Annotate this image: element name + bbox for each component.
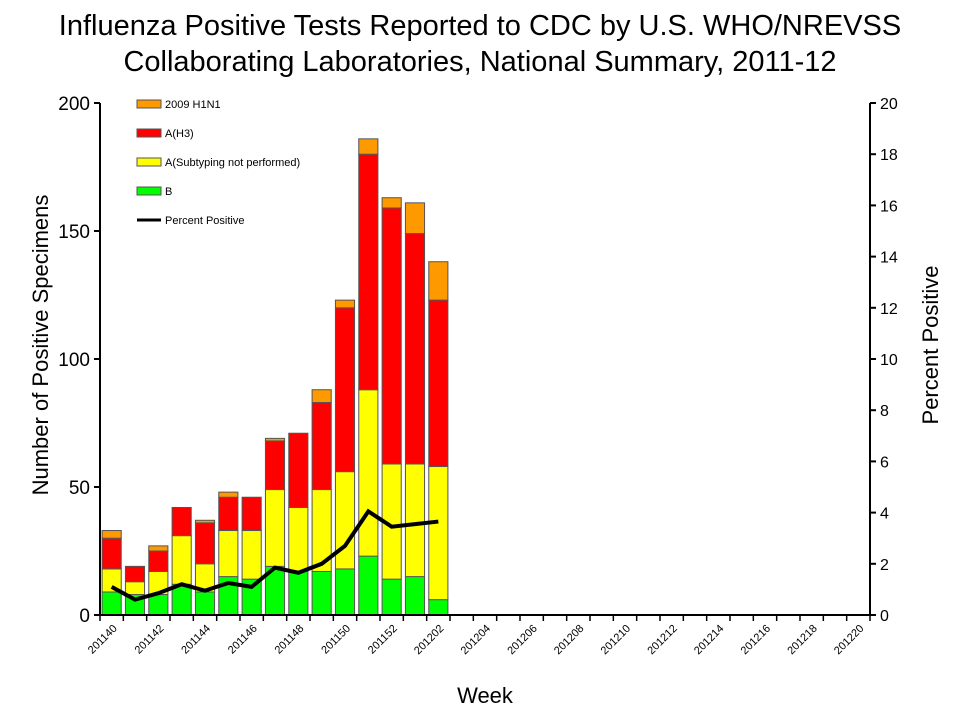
legend-swatch: [136, 99, 162, 109]
bar-segment: [171, 506, 192, 537]
y-tick-label: 100: [58, 350, 90, 371]
chart-title-line2: Collaborating Laboratories, National Sum…: [123, 46, 837, 78]
bar-segment: [171, 535, 192, 585]
bar-segment: [358, 138, 379, 155]
bar-segment: [404, 202, 426, 235]
x-tick-label: 201146: [226, 623, 260, 657]
x-tick-label: 201140: [86, 623, 120, 657]
bar-segment: [358, 555, 379, 616]
legend-swatch: [136, 128, 162, 138]
bar-segment: [288, 570, 309, 616]
y-tick-label: 150: [58, 222, 90, 243]
legend-label: B: [165, 186, 172, 198]
x-tick-label: 201218: [785, 623, 819, 657]
y2-tick-label: 0: [880, 608, 889, 625]
percent-positive-line: [110, 508, 439, 602]
x-tick-label: 201216: [739, 623, 773, 657]
bar-segment: [404, 576, 426, 616]
bar-segment: [428, 466, 449, 601]
bar-segment: [194, 591, 216, 616]
bar-segment: [101, 591, 122, 616]
bar-segment: [334, 471, 356, 570]
x-tick-label: 201220: [832, 623, 866, 657]
bar-segment: [428, 261, 449, 301]
bar-segment: [194, 522, 216, 565]
x-tick-label: 201208: [552, 623, 586, 657]
legend-label: A(Subtyping not performed): [165, 157, 300, 169]
bar-segment: [334, 299, 356, 309]
bar-segment: [264, 489, 286, 567]
bar-segment: [288, 506, 309, 572]
x-tick-label: 201206: [505, 623, 539, 657]
x-tick-label: 201152: [366, 623, 400, 657]
y2-tick-label: 10: [880, 352, 898, 369]
bar-segment: [148, 545, 169, 552]
legend-label: Percent Positive: [165, 215, 244, 227]
bar-segment: [218, 491, 239, 498]
x-axis-label: Week: [457, 683, 514, 708]
y-axis-label: Number of Positive Specimens: [28, 195, 53, 496]
legend-swatch: [136, 186, 162, 196]
x-tick-label: 201148: [273, 623, 307, 657]
y2-axis-label: Percent Positive: [918, 266, 943, 425]
bar-segment: [264, 440, 286, 491]
x-tick-label: 201204: [459, 623, 493, 657]
bar-segment: [381, 197, 402, 209]
y-tick-label: 50: [69, 478, 90, 499]
bar-segment: [428, 599, 449, 616]
bar-segment: [241, 530, 262, 580]
x-tick-label: 201212: [645, 623, 679, 657]
bar-segment: [194, 519, 216, 524]
bar-segment: [404, 233, 426, 465]
bar-segment: [311, 389, 332, 404]
y2-tick-label: 8: [880, 403, 889, 420]
bar-segment: [334, 568, 356, 616]
y2-tick-label: 14: [880, 250, 898, 267]
bar-segment: [101, 530, 122, 539]
legend-swatch: [136, 157, 162, 167]
y2-tick-label: 20: [880, 96, 898, 113]
bar-segment: [311, 570, 332, 616]
y-tick-label: 200: [58, 94, 90, 115]
bar-segment: [264, 437, 286, 442]
bar-segment: [381, 207, 402, 465]
y2-tick-label: 4: [880, 506, 889, 523]
y-tick-label: 0: [79, 606, 90, 627]
y2-tick-label: 16: [880, 198, 898, 215]
bar-segment: [334, 307, 356, 473]
bar-segment: [428, 299, 449, 468]
bar-segment: [288, 432, 309, 508]
bar-segment: [241, 496, 262, 532]
bar-segment: [218, 496, 239, 532]
legend-label: A(H3): [165, 128, 194, 140]
y2-tick-label: 2: [880, 557, 889, 574]
bar-segment: [358, 153, 379, 391]
bar-segment: [124, 581, 146, 596]
x-tick-label: 201214: [692, 623, 726, 657]
bar-segment: [148, 594, 169, 616]
bar-segment: [218, 530, 239, 578]
bar-segment: [148, 550, 169, 572]
x-tick-label: 201150: [319, 623, 353, 657]
x-tick-label: 201144: [179, 623, 213, 657]
chart-title-line1: Influenza Positive Tests Reported to CDC…: [58, 10, 902, 42]
bar-segment: [124, 565, 146, 583]
bar-segment: [311, 402, 332, 491]
bar-segment: [404, 463, 426, 578]
bar-segment: [358, 389, 379, 557]
y2-tick-label: 6: [880, 454, 889, 471]
y2-tick-label: 12: [880, 301, 898, 318]
legend-label: 2009 H1N1: [165, 99, 221, 111]
x-tick-label: 201210: [599, 623, 633, 657]
x-tick-label: 201202: [412, 623, 446, 657]
x-tick-label: 201142: [133, 623, 167, 657]
bar-segment: [101, 537, 122, 570]
bar-segment: [381, 578, 402, 616]
y2-tick-label: 18: [880, 147, 898, 164]
